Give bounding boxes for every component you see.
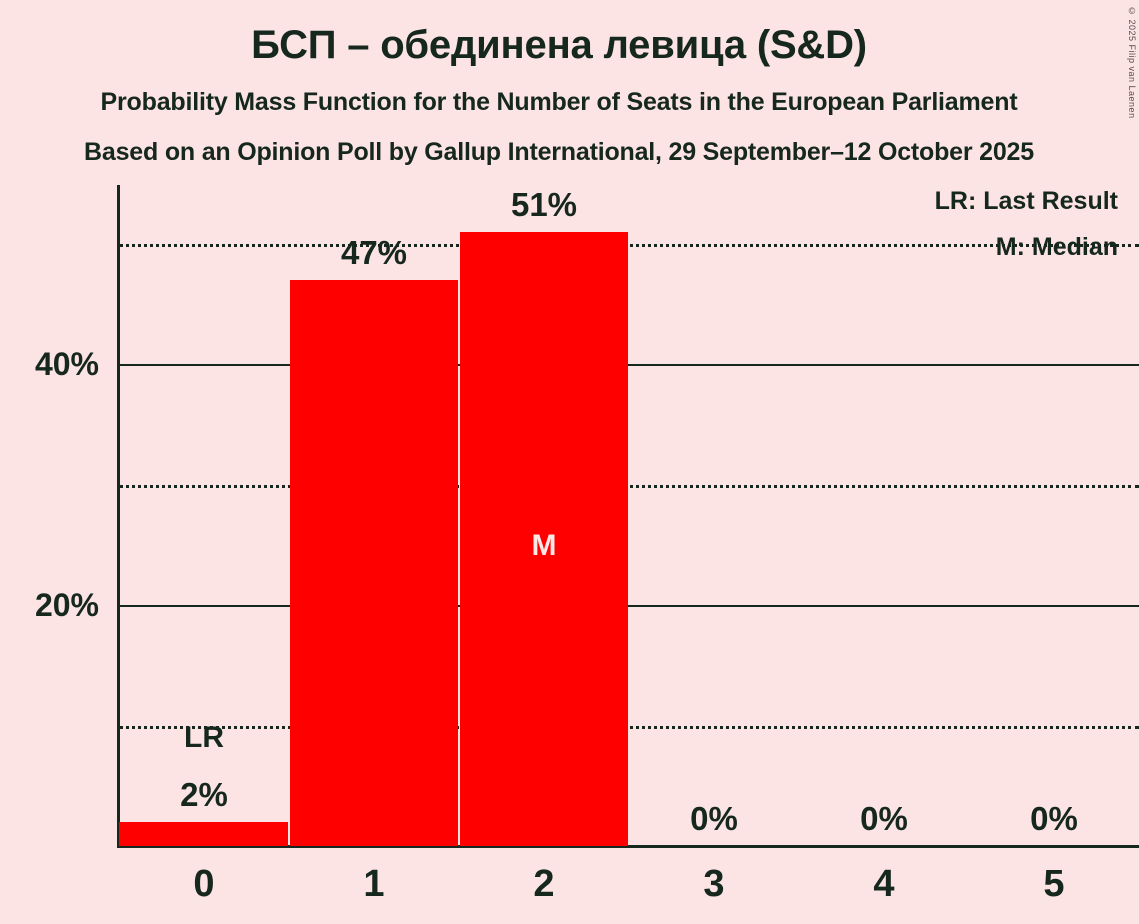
x-axis-label-4: 4 — [873, 863, 895, 905]
bar-value-label-4: 0% — [860, 800, 908, 837]
x-axis-label-0: 0 — [193, 863, 215, 905]
chart-title: БСП – обединена левица (S&D) — [251, 23, 867, 67]
bar-0 — [119, 821, 288, 846]
bar-value-label-2: 51% — [510, 185, 578, 223]
y-axis-line — [117, 185, 120, 848]
bar-value-label-1: 47% — [340, 234, 408, 272]
gridline-10pct — [119, 725, 1139, 729]
median-marker: M — [531, 529, 557, 562]
bar-value-label-0: 2% — [180, 775, 228, 813]
bar-value-label-5: 0% — [1030, 800, 1078, 837]
gridline-40pct — [119, 364, 1139, 367]
bar-value-label-3: 0% — [690, 800, 738, 837]
chart-subtitle-primary: Probability Mass Function for the Number… — [100, 88, 1018, 116]
x-axis-label-2: 2 — [533, 863, 555, 905]
gridline-30pct — [119, 484, 1139, 488]
x-axis-label-3: 3 — [703, 863, 725, 905]
x-axis-label-1: 1 — [363, 863, 385, 905]
y-axis-label-40pct: 40% — [34, 346, 99, 383]
x-axis-line — [117, 845, 1139, 848]
gridline-20pct — [119, 605, 1139, 608]
x-axis-label-5: 5 — [1043, 863, 1065, 905]
gridline-50pct — [119, 244, 1139, 247]
y-axis-label-20pct: 20% — [34, 587, 99, 624]
plot-area — [119, 185, 1139, 846]
copyright-notice: © 2025 Filip van Laenen — [1127, 6, 1137, 119]
bar-2 — [460, 231, 628, 846]
legend-median: M: Median — [995, 233, 1118, 261]
last-result-marker: LR — [184, 720, 224, 754]
bar-1 — [290, 280, 458, 846]
legend-last-result: LR: Last Result — [934, 187, 1118, 215]
chart-subtitle-source: Based on an Opinion Poll by Gallup Inter… — [84, 138, 1034, 166]
